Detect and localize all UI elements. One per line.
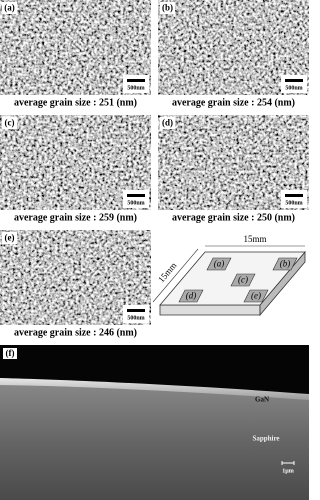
caption: average grain size : 251 (nm) [14,97,137,108]
cross-section: (f) GaN Sapphire 1µm [0,345,309,500]
caption: average grain size : 250 (nm) [172,212,295,223]
label-box [2,232,17,244]
position-label: (c) [238,275,248,285]
scale-bar [127,309,145,312]
label-box [160,2,175,14]
scale-bar [285,194,303,197]
position-label: (b) [280,259,291,269]
plate-front [159,304,261,316]
panel-label: (f) [6,348,15,358]
scale-label: 500nm [285,200,302,206]
scale-label: 500nm [127,200,144,206]
figure: 15mm 15mm (a) (b) (c) (d) (e) (f) GaN Sapphi… [0,0,309,500]
panel-label: (e) [5,233,15,243]
scale-label: 500nm [127,315,144,321]
caption: average grain size : 259 (nm) [14,212,137,223]
scale-bar [127,79,145,82]
sem-panel: (b) 500nm average grain size : 254 (nm) [158,0,309,108]
caption: average grain size : 254 (nm) [172,97,295,108]
width-label: 15mm [243,234,266,244]
sem-panel: (d) 500nm average grain size : 250 (nm) [158,115,309,223]
label-box [160,117,175,129]
panel-label: (d) [162,118,173,128]
side-label: 15mm [156,260,178,284]
sample-position [243,289,269,303]
sem-panel: (c) 500nm average grain size : 259 (nm) [0,115,151,223]
gan-layer [0,378,309,400]
label-box [2,2,17,14]
scale-label: 500nm [127,85,144,91]
sample-position [272,257,298,271]
scale-label: 500nm [285,85,302,91]
schematic: 15mm 15mm (a) (b) (c) (d) (e) [152,234,306,317]
label-box [2,117,17,129]
label-box [3,348,17,359]
position-label: (d) [186,291,197,301]
caption: average grain size : 246 (nm) [14,327,137,338]
scale-bar [127,194,145,197]
panel-label: (b) [162,3,173,13]
scale-bar [281,461,295,465]
sample-position [178,289,204,303]
sapphire-region [0,380,309,500]
scale-bar [285,79,303,82]
sem-panel: (e) 500nm average grain size : 246 (nm) [0,230,151,338]
position-label: (a) [214,259,225,269]
sample-position [206,257,232,271]
layer-label: GaN [255,396,269,404]
panel-label: (c) [5,118,15,128]
layer-label: Sapphire [252,435,279,443]
scale-label: 1µm [282,468,293,474]
panel-label: (a) [4,3,15,13]
sample-position [230,273,256,287]
dimension-line [152,248,199,303]
position-label: (e) [251,291,261,301]
sem-panel: (a) 500nm average grain size : 251 (nm) [0,0,151,108]
